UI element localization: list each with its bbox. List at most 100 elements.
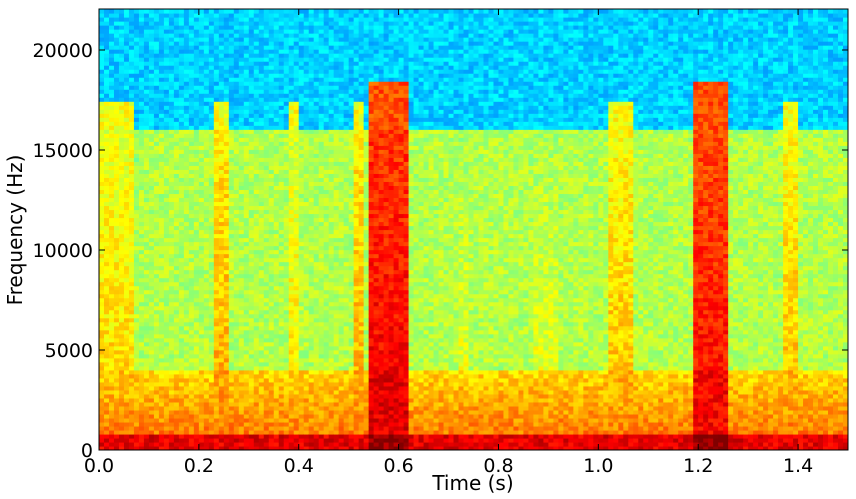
heatmap-cell: [228, 53, 235, 58]
heatmap-cell: [113, 277, 120, 283]
heatmap-cell: [293, 41, 300, 46]
heatmap-cell: [263, 233, 270, 239]
heatmap-cell: [108, 49, 115, 54]
heatmap-cell: [213, 161, 220, 166]
heatmap-cell: [283, 153, 290, 158]
heatmap-cell: [298, 445, 305, 450]
heatmap-cell: [128, 29, 135, 34]
heatmap-cell: [163, 17, 170, 22]
heatmap-cell: [178, 237, 185, 243]
heatmap-cell: [208, 321, 215, 327]
heatmap-cell: [123, 105, 130, 110]
heatmap-cell: [253, 205, 260, 211]
heatmap-cell: [158, 217, 165, 223]
heatmap-cell: [218, 129, 225, 134]
heatmap-cell: [208, 313, 215, 319]
heatmap-cell: [293, 173, 300, 178]
heatmap-cell: [208, 361, 215, 367]
heatmap-cell: [168, 313, 175, 319]
heatmap-cell: [258, 389, 265, 395]
heatmap-cell: [153, 201, 160, 207]
heatmap-cell: [193, 73, 200, 78]
heatmap-cell: [163, 325, 170, 331]
heatmap-cell: [108, 317, 115, 323]
heatmap-cell: [213, 381, 220, 387]
heatmap-cell: [148, 141, 155, 146]
heatmap-cell: [198, 329, 205, 335]
heatmap-cell: [268, 313, 275, 319]
heatmap-cell: [158, 57, 165, 62]
heatmap-cell: [183, 153, 190, 158]
heatmap-cell: [238, 77, 245, 82]
heatmap-cell: [218, 265, 225, 271]
heatmap-cell: [183, 389, 190, 395]
heatmap-cell: [103, 329, 110, 335]
heatmap-cell: [103, 105, 110, 110]
heatmap-cell: [313, 317, 320, 323]
heatmap-cell: [313, 321, 320, 327]
heatmap-cell: [253, 273, 260, 279]
heatmap-cell: [208, 341, 215, 347]
heatmap-cell: [193, 197, 200, 203]
heatmap-cell: [278, 433, 285, 439]
heatmap-cell: [183, 169, 190, 174]
heatmap-cell: [263, 373, 270, 379]
heatmap-cell: [243, 185, 250, 191]
heatmap-cell: [218, 233, 225, 239]
heatmap-cell: [118, 65, 125, 70]
heatmap-cell: [263, 21, 270, 26]
heatmap-cell: [318, 293, 325, 299]
heatmap-cell: [278, 361, 285, 367]
heatmap-cell: [193, 325, 200, 331]
heatmap-cell: [233, 117, 240, 122]
heatmap-cell: [318, 441, 325, 447]
heatmap-cell: [168, 405, 175, 411]
heatmap-cell: [258, 121, 265, 126]
heatmap-cell: [123, 325, 130, 331]
heatmap-cell: [263, 281, 270, 287]
heatmap-cell: [228, 197, 235, 203]
heatmap-cell: [318, 373, 325, 379]
heatmap-cell: [123, 101, 130, 106]
heatmap-cell: [148, 405, 155, 411]
heatmap-cell: [133, 265, 140, 271]
heatmap-cell: [298, 181, 305, 186]
heatmap-cell: [273, 177, 280, 182]
heatmap-cell: [148, 205, 155, 211]
heatmap-cell: [283, 293, 290, 299]
heatmap-cell: [228, 17, 235, 22]
heatmap-cell: [138, 349, 145, 355]
heatmap-cell: [173, 409, 180, 415]
heatmap-cell: [103, 245, 110, 251]
heatmap-cell: [163, 109, 170, 114]
heatmap-cell: [188, 309, 195, 315]
heatmap-cell: [168, 25, 175, 30]
heatmap-cell: [258, 13, 265, 18]
heatmap-cell: [308, 381, 315, 387]
heatmap-cell: [203, 261, 210, 267]
heatmap-cell: [163, 25, 170, 30]
heatmap-cell: [243, 209, 250, 215]
heatmap-cell: [323, 365, 330, 371]
heatmap-cell: [213, 93, 220, 98]
heatmap-cell: [188, 201, 195, 207]
heatmap-cell: [243, 425, 250, 431]
heatmap-cell: [143, 93, 150, 98]
heatmap-cell: [168, 29, 175, 34]
heatmap-cell: [273, 133, 280, 138]
heatmap-cell: [243, 213, 250, 219]
heatmap-cell: [128, 409, 135, 415]
heatmap-cell: [99, 153, 105, 158]
heatmap-cell: [173, 41, 180, 46]
heatmap-cell: [303, 121, 310, 126]
heatmap-cell: [143, 369, 150, 375]
heatmap-cell: [143, 337, 150, 343]
heatmap-cell: [293, 321, 300, 327]
heatmap-cell: [148, 425, 155, 431]
heatmap-cell: [283, 45, 290, 50]
heatmap-cell: [213, 177, 220, 182]
heatmap-cell: [323, 405, 330, 411]
heatmap-cell: [238, 437, 245, 443]
heatmap-cell: [238, 409, 245, 415]
heatmap-cell: [99, 49, 105, 54]
